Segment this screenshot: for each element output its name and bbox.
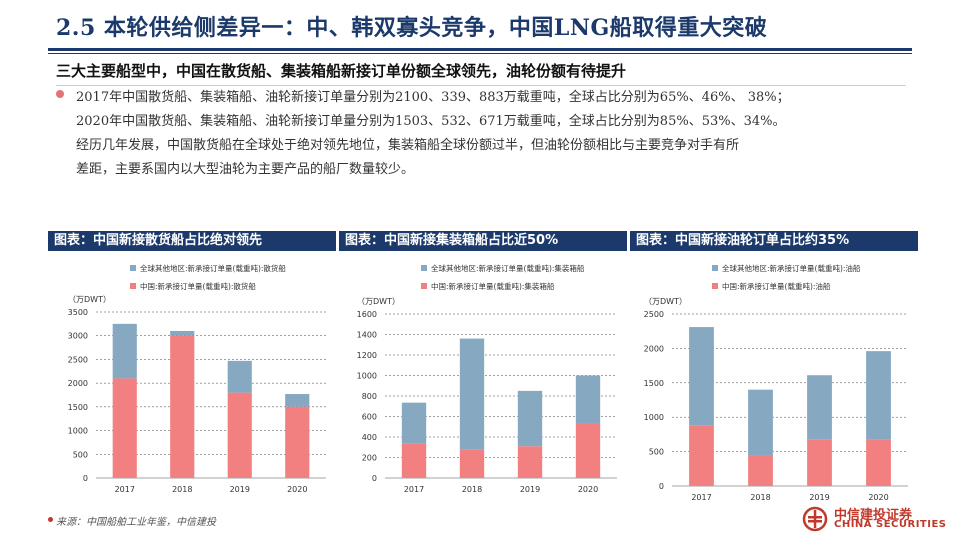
china-securities-logo-icon xyxy=(802,506,828,532)
chart-2-bar-other-2017 xyxy=(401,402,427,444)
chart-1-ytick: 500 xyxy=(73,450,88,459)
chart-2-legend-label: 中国:新承接订单量(载重吨):集装箱船 xyxy=(431,281,555,291)
section-subheading: 三大主要船型中，中国在散货船、集装箱船新接订单份额全球领先，油轮份额有待提升 xyxy=(56,60,906,86)
chart-1-xtick: 2020 xyxy=(287,485,307,494)
chart-3-ytick: 2000 xyxy=(644,344,664,353)
chart-3-ytick: 1500 xyxy=(644,379,664,388)
chart-1-bar-china-2020 xyxy=(285,406,310,478)
chart-2-heading: 图表：中国新接集装箱船占比近50% xyxy=(339,231,627,251)
chart-3-xtick: 2019 xyxy=(809,493,829,500)
chart-1-bar-other-2019 xyxy=(227,360,252,393)
chart-3-ytick: 2500 xyxy=(644,310,664,319)
chart-1-ytick: 1500 xyxy=(68,403,88,412)
chart-2-legend-swatch xyxy=(421,283,427,289)
chart-3-xtick: 2020 xyxy=(868,493,888,500)
chart-3-bar-other-2020 xyxy=(866,351,891,440)
chart-1-legend-label: 全球其他地区:新承接订单量(载重吨):散货船 xyxy=(140,263,286,273)
chart-3-xtick: 2018 xyxy=(750,493,770,500)
paragraph-line-2: 2020年中国散货船、集装箱船、油轮新接订单量分别为1503、532、671万载… xyxy=(76,114,786,129)
chart-3-xtick: 2017 xyxy=(691,493,711,500)
chart-1-ytick: 1000 xyxy=(68,427,88,436)
body-paragraph: 2017年中国散货船、集装箱船、油轮新接订单量分别为2100、339、883万载… xyxy=(76,86,928,182)
chart-1-ytick: 2500 xyxy=(68,355,88,364)
chart-2-ytick: 400 xyxy=(362,433,377,442)
chart-2-ytick: 600 xyxy=(362,413,377,422)
logo-text-cn: 中信建投证券 xyxy=(834,508,913,523)
chart-2-ylabel: （万DWT） xyxy=(357,297,400,306)
chart-2: 全球其他地区:新承接订单量(载重吨):集装箱船 中国:新承接订单量(载重吨):集装… xyxy=(339,256,627,500)
chart-1-svg: 全球其他地区:新承接订单量(载重吨):散货船中国:新承接订单量(载重吨):散货船… xyxy=(68,263,326,494)
chart-2-svg: 全球其他地区:新承接订单量(载重吨):集装箱船中国:新承接订单量(载重吨):集装… xyxy=(357,263,617,494)
chart-3-ylabel: （万DWT） xyxy=(644,297,687,306)
chart-3-ytick: 1000 xyxy=(644,413,664,422)
paragraph-line-1: 2017年中国散货船、集装箱船、油轮新接订单量分别为2100、339、883万载… xyxy=(76,90,790,105)
brand-logo: 中信建投证券 CHINA SECURITIES xyxy=(800,504,946,534)
chart-2-ytick: 1200 xyxy=(357,351,377,360)
chart-3-legend-swatch xyxy=(712,283,718,289)
title-divider-thin xyxy=(48,53,912,54)
chart-2-bar-china-2019 xyxy=(517,446,543,478)
chart-3-heading: 图表：中国新接油轮订单占比约35% xyxy=(630,231,918,251)
chart-1-bar-other-2018 xyxy=(170,330,195,336)
chart-1: 全球其他地区:新承接订单量(载重吨):散货船 中国:新承接订单量(载重吨):散货船… xyxy=(48,256,336,500)
chart-1-xtick: 2017 xyxy=(115,485,135,494)
chart-1-ylabel: （万DWT） xyxy=(68,295,111,304)
logo-text-en: CHINA SECURITIES xyxy=(834,519,947,530)
chart-2-bar-china-2020 xyxy=(575,423,601,478)
chart-3: 全球其他地区:新承接订单量(载重吨):油船 中国:新承接订单量(载重吨):油船 （万… xyxy=(630,256,918,500)
chart-2-legend-swatch xyxy=(421,265,427,271)
chart-2-xtick: 2020 xyxy=(578,485,598,494)
chart-2-ytick: 0 xyxy=(372,474,377,483)
chart-2-xtick: 2017 xyxy=(404,485,424,494)
chart-2-bar-china-2017 xyxy=(401,443,427,478)
chart-1-ytick: 3500 xyxy=(68,308,88,317)
title-divider xyxy=(48,48,912,51)
chart-2-bar-other-2019 xyxy=(517,390,543,447)
chart-1-ytick: 3000 xyxy=(68,332,88,341)
chart-2-legend-label: 全球其他地区:新承接订单量(载重吨):集装箱船 xyxy=(431,263,585,273)
chart-2-ytick: 800 xyxy=(362,392,377,401)
chart-3-bar-china-2017 xyxy=(689,425,714,486)
chart-1-bar-china-2017 xyxy=(112,378,137,478)
paragraph-line-4: 差距，主要系国内以大型油轮为主要产品的船厂数量较少。 xyxy=(76,162,415,177)
chart-1-bar-other-2020 xyxy=(285,394,310,407)
page-title: 2.5 本轮供给侧差异一：中、韩双寡头竞争，中国LNG船取得重大突破 xyxy=(56,15,768,41)
source-note: 来源：中国船舶工业年鉴，中信建投 xyxy=(56,517,216,528)
chart-3-legend-label: 中国:新承接订单量(载重吨):油船 xyxy=(722,281,831,291)
chart-3-ytick: 0 xyxy=(659,482,664,491)
chart-1-ytick: 0 xyxy=(83,474,88,483)
chart-3-bar-other-2017 xyxy=(689,327,714,426)
chart-3-ytick: 500 xyxy=(649,448,664,457)
chart-1-xtick: 2018 xyxy=(172,485,192,494)
chart-2-ytick: 1000 xyxy=(357,372,377,381)
chart-2-bar-other-2018 xyxy=(459,338,485,450)
source-dot-icon xyxy=(48,517,53,522)
chart-3-bar-china-2018 xyxy=(748,455,773,486)
chart-1-xtick: 2019 xyxy=(230,485,250,494)
chart-1-bar-china-2019 xyxy=(227,392,252,478)
chart-2-ytick: 1400 xyxy=(357,331,377,340)
chart-2-xtick: 2018 xyxy=(462,485,482,494)
chart-2-bar-other-2020 xyxy=(575,375,601,424)
chart-3-bar-china-2019 xyxy=(807,439,832,486)
chart-1-bar-other-2017 xyxy=(112,323,137,379)
chart-2-bar-china-2018 xyxy=(459,449,485,478)
bullet-icon xyxy=(56,90,64,98)
chart-2-ytick: 1600 xyxy=(357,310,377,319)
chart-1-legend-label: 中国:新承接订单量(载重吨):散货船 xyxy=(140,281,256,291)
chart-2-xtick: 2019 xyxy=(520,485,540,494)
chart-1-heading: 图表：中国新接散货船占比绝对领先 xyxy=(48,231,336,251)
chart-3-legend-swatch xyxy=(712,265,718,271)
chart-2-ytick: 200 xyxy=(362,454,377,463)
chart-1-legend-swatch xyxy=(130,265,136,271)
chart-3-bar-other-2018 xyxy=(748,389,773,456)
chart-1-bar-china-2018 xyxy=(170,335,195,478)
paragraph-line-3: 经历几年发展，中国散货船在全球处于绝对领先地位，集装箱船全球份额过半，但油轮份额… xyxy=(76,138,740,153)
chart-3-bar-china-2020 xyxy=(866,439,891,486)
chart-1-legend-swatch xyxy=(130,283,136,289)
chart-3-legend-label: 全球其他地区:新承接订单量(载重吨):油船 xyxy=(722,263,861,273)
chart-3-bar-other-2019 xyxy=(807,375,832,440)
chart-1-ytick: 2000 xyxy=(68,379,88,388)
